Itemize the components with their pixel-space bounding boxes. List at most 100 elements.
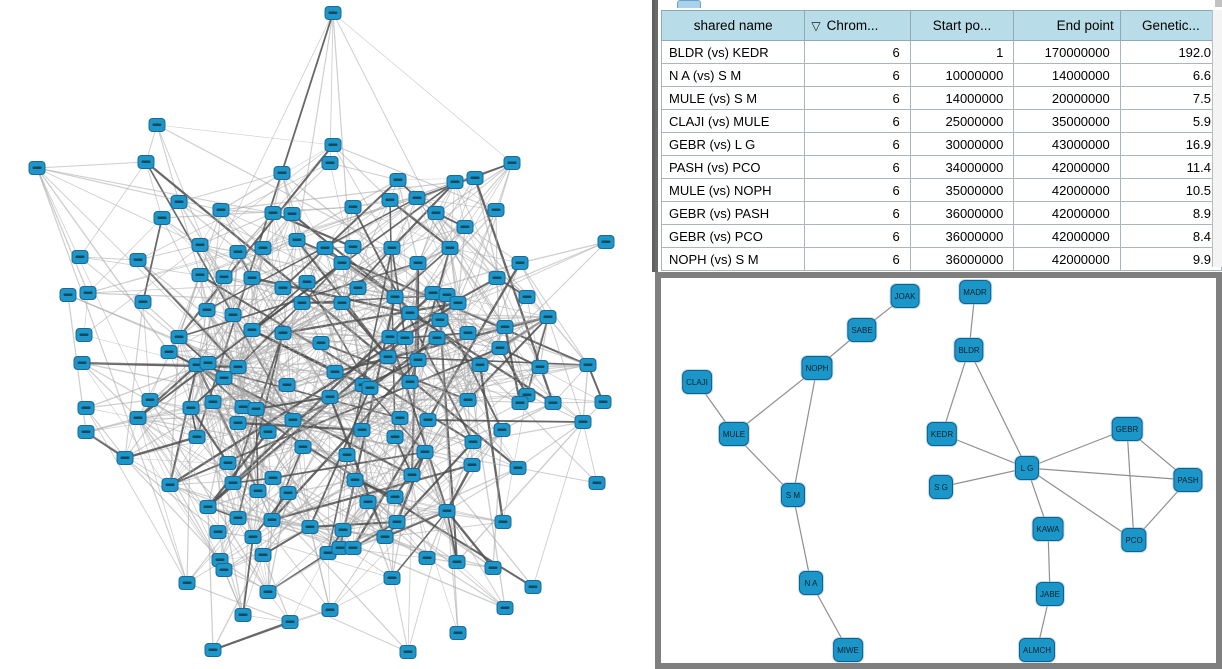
network-node[interactable] bbox=[344, 240, 362, 254]
network-node[interactable] bbox=[116, 451, 134, 465]
subnetwork-edge[interactable] bbox=[1026, 467, 1135, 541]
network-edge[interactable] bbox=[212, 371, 336, 403]
network-node[interactable] bbox=[386, 290, 404, 304]
network-edge[interactable] bbox=[342, 521, 398, 531]
network-edge[interactable] bbox=[436, 337, 469, 401]
table-cell[interactable]: 42000000 bbox=[1013, 247, 1121, 271]
network-edge[interactable] bbox=[342, 419, 429, 531]
table-row[interactable]: GEBR (vs) PCO 6 36000000 42000000 8.4 bbox=[660, 224, 1222, 248]
network-edge[interactable] bbox=[407, 510, 448, 653]
network-edge[interactable] bbox=[199, 274, 209, 364]
network-edge[interactable] bbox=[361, 429, 396, 498]
network-node[interactable] bbox=[273, 166, 291, 180]
table-row[interactable]: MULE (vs) NOPH 6 35000000 42000000 10.5 bbox=[660, 178, 1222, 202]
network-edge[interactable] bbox=[232, 314, 391, 338]
network-edge[interactable] bbox=[352, 464, 473, 549]
network-edge[interactable] bbox=[85, 406, 244, 433]
network-node[interactable] bbox=[544, 396, 562, 410]
network-edge[interactable] bbox=[156, 124, 334, 146]
network-node[interactable] bbox=[249, 484, 267, 498]
network-node[interactable] bbox=[288, 233, 306, 247]
network-node[interactable] bbox=[224, 308, 242, 322]
network-edge[interactable] bbox=[539, 316, 549, 368]
network-edge[interactable] bbox=[449, 177, 476, 249]
network-edge[interactable] bbox=[124, 457, 219, 533]
network-node[interactable] bbox=[137, 155, 155, 169]
network-edge[interactable] bbox=[169, 477, 274, 486]
network-edge[interactable] bbox=[87, 251, 239, 294]
network-node[interactable] bbox=[441, 241, 459, 255]
network-edge[interactable] bbox=[341, 206, 354, 264]
network-node[interactable] bbox=[338, 448, 356, 462]
network-node[interactable] bbox=[281, 615, 299, 629]
network-node[interactable] bbox=[326, 365, 344, 379]
network-edge[interactable] bbox=[352, 197, 418, 248]
subnetwork-edge[interactable] bbox=[792, 494, 812, 584]
network-node[interactable] bbox=[466, 171, 484, 185]
network-edge[interactable] bbox=[492, 429, 503, 569]
network-edge[interactable] bbox=[391, 226, 466, 249]
network-node[interactable] bbox=[579, 358, 597, 372]
table-cell[interactable]: BLDR (vs) KEDR bbox=[660, 40, 806, 64]
network-edge[interactable] bbox=[149, 247, 451, 401]
network-edge[interactable] bbox=[87, 197, 418, 294]
network-edge[interactable] bbox=[417, 262, 506, 328]
network-edge[interactable] bbox=[137, 417, 188, 584]
network-node[interactable] bbox=[224, 476, 242, 490]
network-edge[interactable] bbox=[391, 247, 584, 423]
network-edge[interactable] bbox=[186, 517, 239, 584]
network-edge[interactable] bbox=[282, 287, 396, 298]
network-node[interactable] bbox=[204, 643, 222, 657]
network-edge[interactable] bbox=[427, 419, 584, 423]
network-edge[interactable] bbox=[124, 457, 221, 561]
network-edge[interactable] bbox=[384, 521, 504, 538]
network-edge[interactable] bbox=[36, 167, 274, 214]
network-node[interactable] bbox=[209, 525, 227, 539]
network-edge[interactable] bbox=[196, 342, 322, 438]
network-edge[interactable] bbox=[223, 377, 239, 424]
network-edge[interactable] bbox=[137, 417, 294, 421]
network-node[interactable] bbox=[349, 281, 367, 295]
network-node[interactable] bbox=[188, 430, 206, 444]
network-edge[interactable] bbox=[417, 177, 476, 264]
network-edge[interactable] bbox=[36, 167, 201, 246]
network-edge[interactable] bbox=[85, 399, 151, 409]
table-cell[interactable]: 34000000 bbox=[909, 155, 1015, 179]
network-edge[interactable] bbox=[582, 421, 598, 484]
column-header-shared-name[interactable]: shared name bbox=[660, 10, 806, 41]
table-row[interactable]: MULE (vs) S M 6 14000000 20000000 7.5 bbox=[660, 86, 1222, 110]
network-edge[interactable] bbox=[342, 479, 356, 531]
network-edge[interactable] bbox=[178, 329, 253, 338]
network-edge[interactable] bbox=[223, 569, 409, 653]
network-edge[interactable] bbox=[161, 206, 354, 219]
network-edge[interactable] bbox=[207, 506, 214, 651]
table-cell[interactable]: 9.9 bbox=[1119, 247, 1222, 271]
network-edge[interactable] bbox=[502, 394, 528, 523]
network-edge[interactable] bbox=[352, 206, 451, 249]
network-edge[interactable] bbox=[354, 419, 429, 481]
table-cell[interactable]: 170000000 bbox=[1013, 40, 1121, 64]
network-node[interactable] bbox=[191, 268, 209, 282]
network-edge[interactable] bbox=[79, 256, 139, 261]
network-node[interactable] bbox=[212, 203, 230, 217]
network-node[interactable] bbox=[494, 515, 512, 529]
subnetwork-node-mule[interactable]: MULE bbox=[718, 422, 750, 446]
network-edge[interactable] bbox=[207, 431, 269, 508]
network-node[interactable] bbox=[243, 271, 261, 285]
network-edge[interactable] bbox=[409, 364, 481, 383]
network-node[interactable] bbox=[491, 341, 509, 355]
network-edge[interactable] bbox=[223, 377, 294, 421]
network-edge[interactable] bbox=[196, 246, 354, 438]
network-edge[interactable] bbox=[367, 501, 504, 523]
subnetwork-node-pco[interactable]: PCO bbox=[1121, 528, 1147, 552]
subnetwork-node-gebr[interactable]: GEBR bbox=[1111, 417, 1143, 441]
network-edge[interactable] bbox=[149, 399, 269, 593]
network-node[interactable] bbox=[361, 381, 379, 395]
network-node[interactable] bbox=[424, 286, 442, 300]
network-edge[interactable] bbox=[85, 362, 209, 409]
subnetwork-edge[interactable] bbox=[1026, 467, 1189, 481]
network-edge[interactable] bbox=[142, 301, 151, 401]
network-edge[interactable] bbox=[387, 332, 469, 358]
network-edge[interactable] bbox=[292, 419, 369, 503]
network-edge[interactable] bbox=[169, 407, 192, 486]
